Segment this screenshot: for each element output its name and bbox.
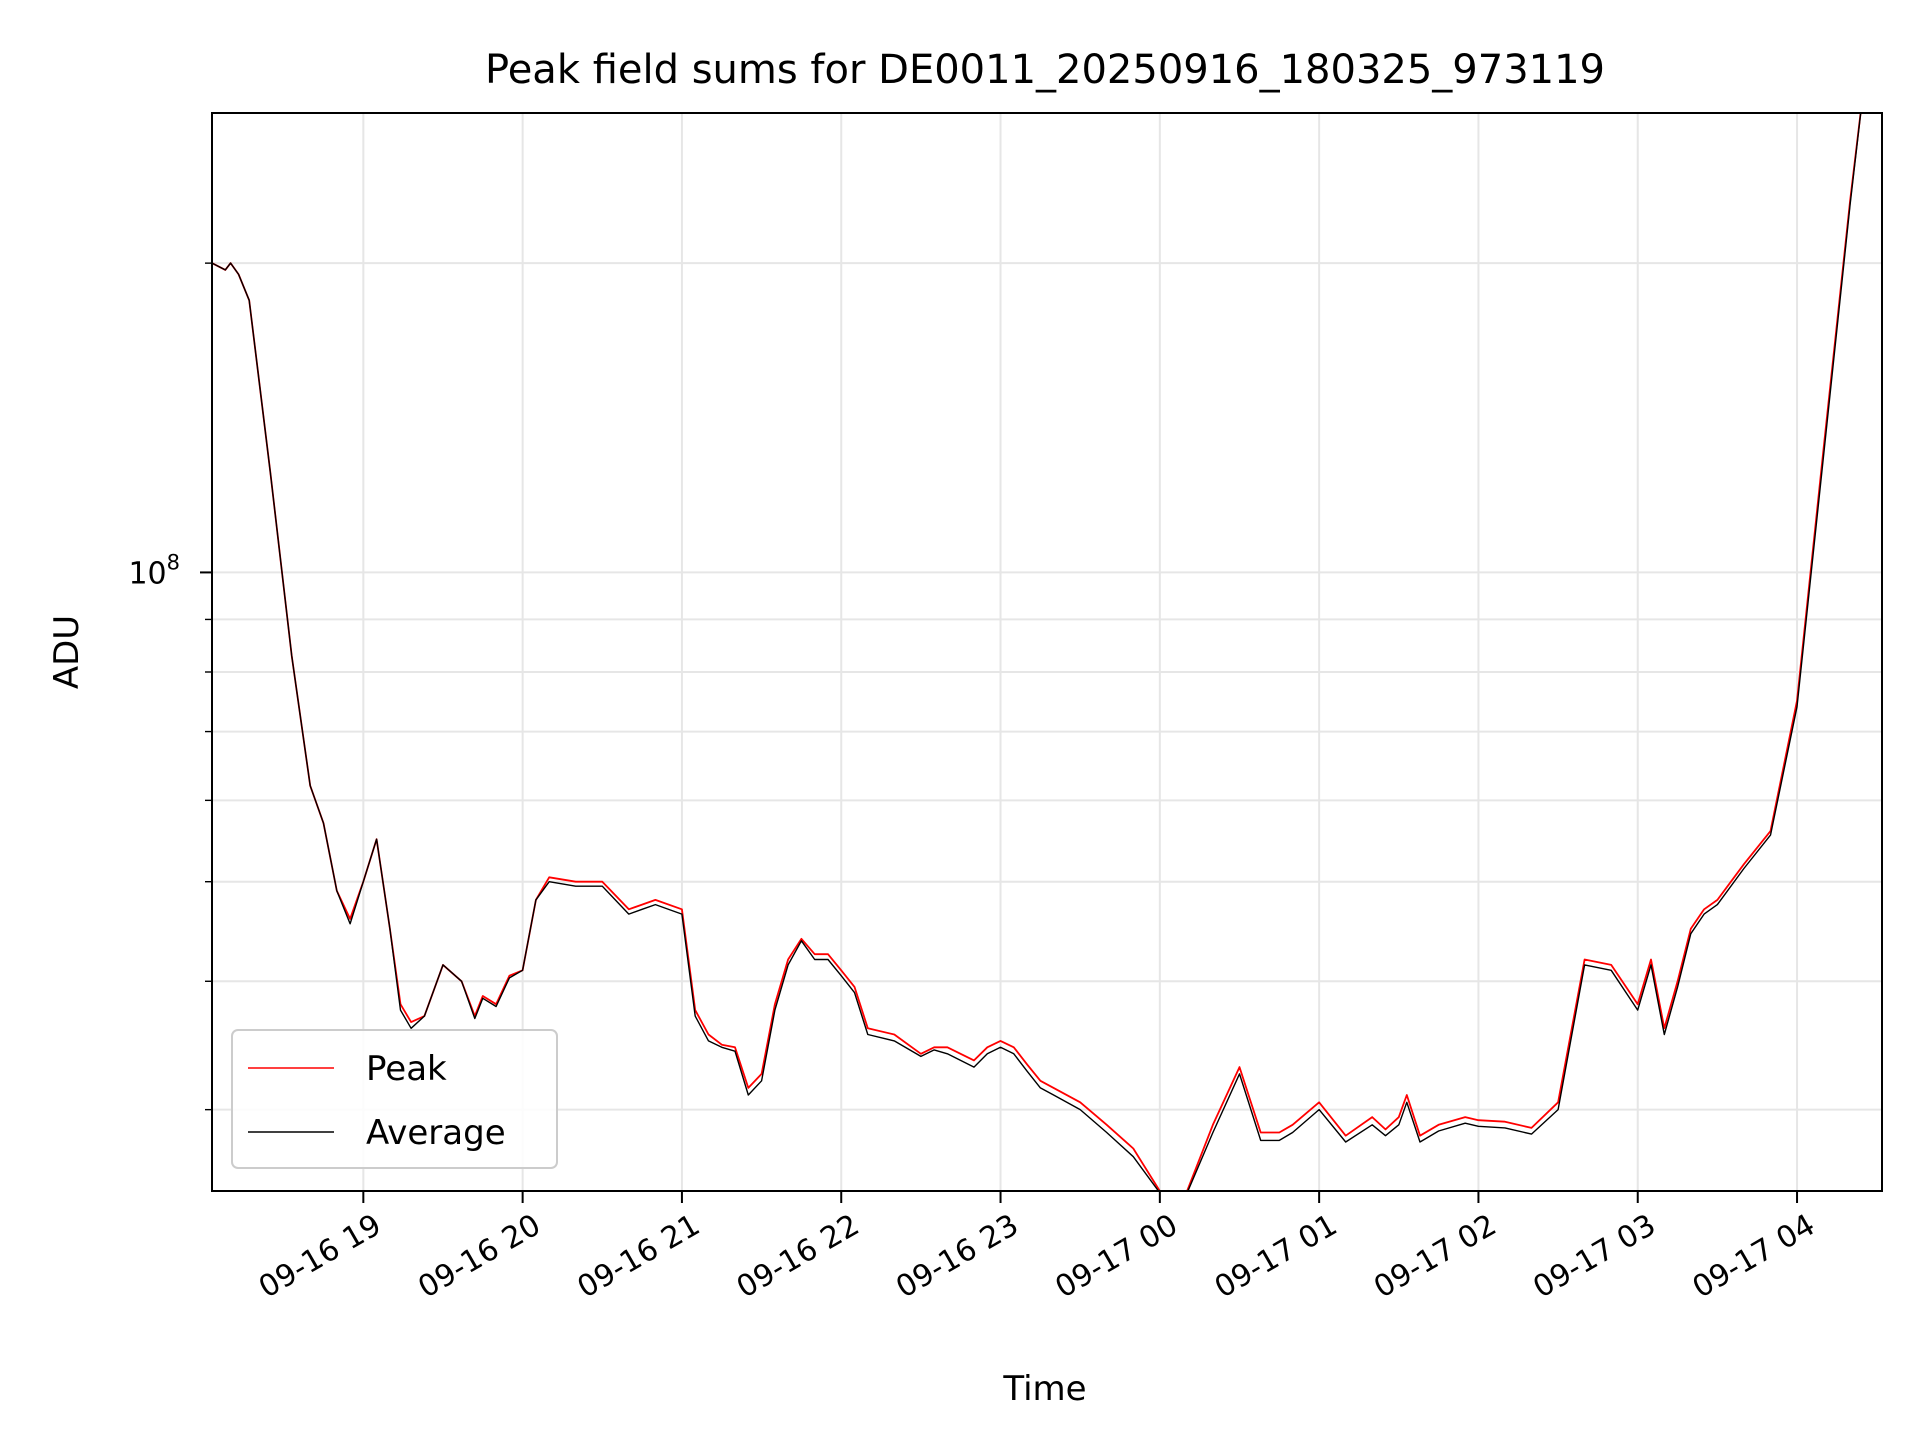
x-axis-label: Time — [1002, 1369, 1086, 1409]
legend-average-label: Average — [366, 1113, 506, 1153]
series-layer — [212, 113, 1862, 1191]
grid — [212, 113, 1882, 1191]
legend: Peak Average — [231, 1029, 558, 1169]
y-tick-label: 108 — [128, 550, 180, 591]
legend-peak-label: Peak — [366, 1049, 447, 1089]
series-average-line — [212, 113, 1862, 1191]
y-axis-label: ADU — [47, 615, 87, 689]
series-peak-line — [212, 113, 1862, 1191]
legend-box — [231, 1029, 558, 1169]
plot-frame — [211, 112, 1883, 1192]
y-axis-ticks: 108 — [128, 262, 212, 1111]
chart-title: Peak field sums for DE0011_20250916_1803… — [485, 47, 1605, 93]
